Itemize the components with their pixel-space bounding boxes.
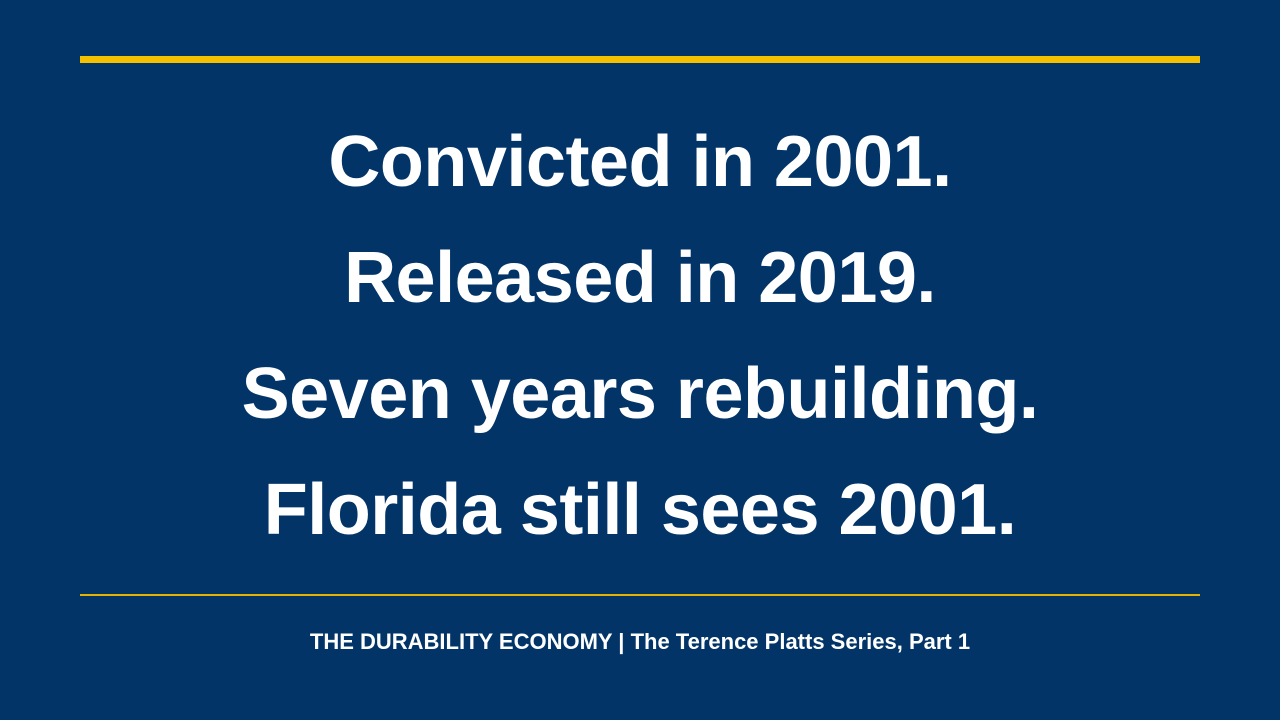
footer: THE DURABILITY ECONOMY | The Terence Pla…	[309, 629, 971, 654]
headline-line: Convicted in 2001.	[328, 122, 952, 202]
headline-line: Released in 2019.	[344, 238, 936, 318]
top-accent-bar	[80, 56, 1200, 63]
headline: Convicted in 2001. Released in 2019. Sev…	[0, 104, 1280, 568]
headline-line: Florida still sees 2001.	[263, 470, 1017, 550]
headline-line: Seven years rebuilding.	[241, 354, 1039, 434]
divider	[80, 594, 1200, 596]
